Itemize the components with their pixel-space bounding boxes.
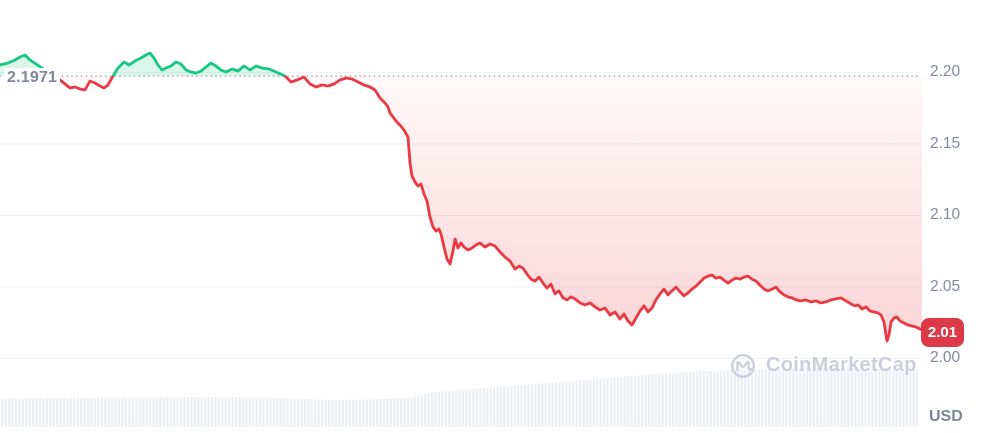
last-price-badge: 2.01 [921, 318, 964, 347]
coinmarketcap-logo-icon [730, 353, 756, 379]
y-axis-label: 2.15 [930, 134, 961, 152]
y-axis-label: 2.00 [930, 349, 961, 366]
baseline-price-label: 2.1971 [4, 68, 61, 88]
price-line-up [0, 51, 306, 77]
y-axis-label: 2.10 [930, 206, 961, 223]
y-axis-label: 2.20 [930, 63, 961, 80]
currency-unit-label: USD [929, 408, 963, 425]
price-line-down [52, 76, 924, 343]
volume-bars [1, 368, 919, 427]
y-axis-label: 2.05 [930, 277, 961, 295]
down-area [0, 76, 922, 341]
watermark-text: CoinMarketCap [766, 354, 917, 376]
